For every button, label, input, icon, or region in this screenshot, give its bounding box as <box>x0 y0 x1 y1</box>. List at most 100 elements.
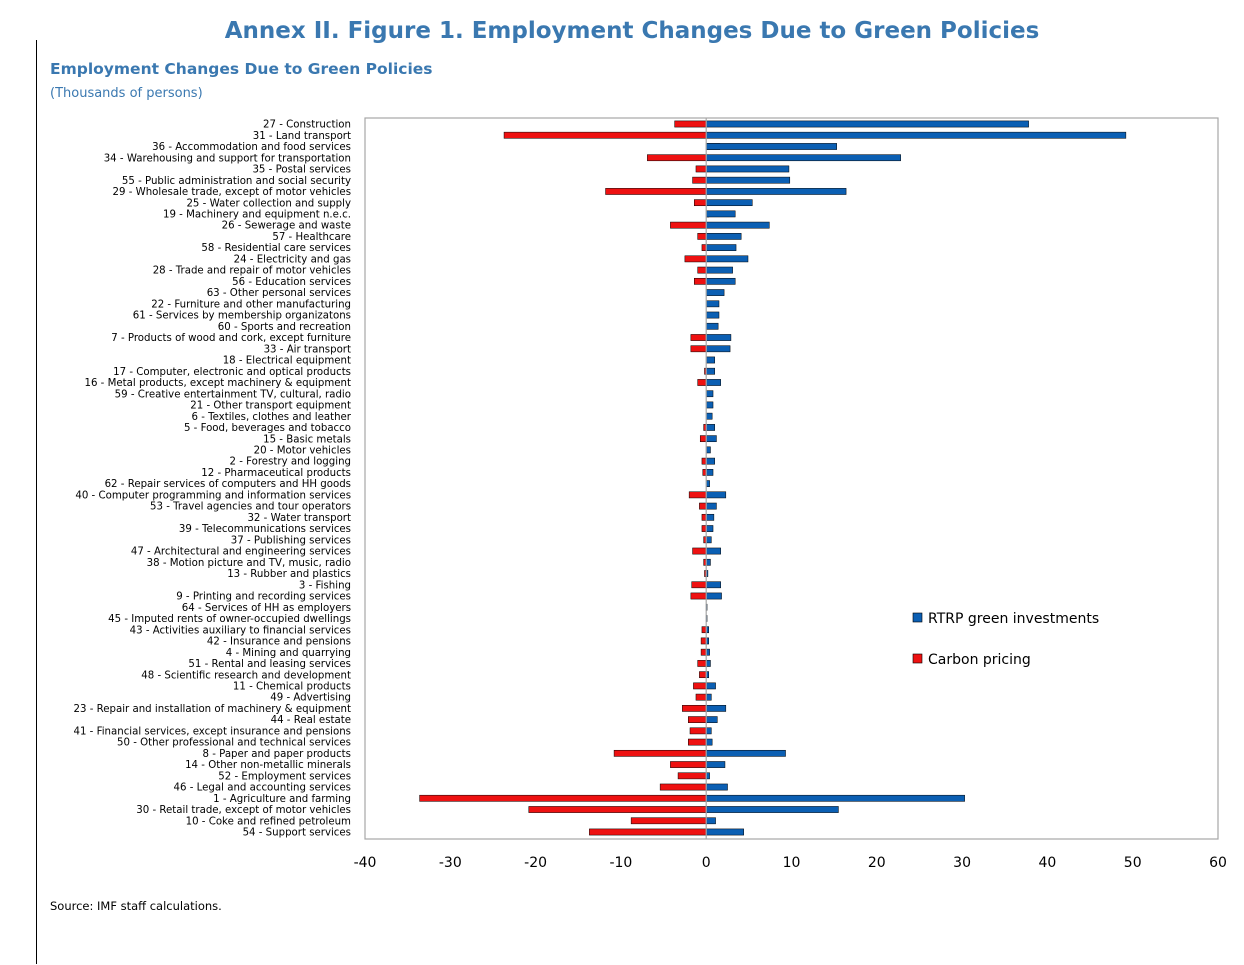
rtrp-bar <box>705 705 727 712</box>
category-label: 44 - Real estate <box>271 715 351 726</box>
carbon-pricing-bar <box>695 165 707 173</box>
rtrp-bar <box>705 525 714 532</box>
category-label: 34 - Warehousing and support for transpo… <box>104 153 351 164</box>
x-tick-label: -10 <box>609 855 632 871</box>
category-label: 60 - Sports and recreation <box>218 322 351 333</box>
carbon-pricing-bar <box>692 547 707 555</box>
category-label: 10 - Coke and refined petroleum <box>186 816 351 827</box>
carbon-pricing-bar <box>699 671 707 679</box>
category-label: 31 - Land transport <box>253 131 351 142</box>
carbon-pricing-bar <box>630 817 707 825</box>
carbon-pricing-bar <box>647 154 707 162</box>
carbon-pricing-bar <box>605 188 707 195</box>
category-label: 62 - Repair services of computers and HH… <box>105 479 351 490</box>
rtrp-bar <box>705 199 753 207</box>
rtrp-bar <box>705 322 719 330</box>
rtrp-bar <box>705 165 790 173</box>
rtrp-bar <box>705 457 715 465</box>
rtrp-bar <box>705 794 965 802</box>
carbon-pricing-bar <box>670 761 707 768</box>
rtrp-bar <box>705 693 712 701</box>
category-label: 54 - Support services <box>243 828 351 839</box>
category-label: 16 - Metal products, except machinery & … <box>84 378 351 389</box>
carbon-pricing-bar <box>690 592 707 600</box>
category-label: 18 - Electrical equipment <box>223 356 351 367</box>
carbon-pricing-bar <box>699 502 707 510</box>
x-tick-label: 0 <box>702 855 711 871</box>
category-label: 20 - Motor vehicles <box>254 446 351 457</box>
rtrp-bar <box>705 390 714 398</box>
rtrp-bar <box>705 210 736 218</box>
rtrp-bar <box>705 300 720 308</box>
rtrp-bar <box>705 131 1127 139</box>
category-label: 50 - Other professional and technical se… <box>117 738 351 749</box>
category-label: 38 - Motion picture and TV, music, radio <box>147 558 351 569</box>
rtrp-bar <box>705 682 716 690</box>
rtrp-bar <box>705 435 717 443</box>
carbon-pricing-bar <box>693 682 707 690</box>
rtrp-bar <box>705 761 726 768</box>
figure-frame <box>36 40 1244 964</box>
carbon-pricing-bar <box>699 435 707 443</box>
carbon-pricing-bar <box>670 221 707 229</box>
rtrp-bar <box>705 233 742 240</box>
carbon-pricing-bar <box>690 345 707 353</box>
rtrp-bars <box>705 120 1127 836</box>
carbon-pricing-bar <box>697 233 707 240</box>
carbon-pricing-bar <box>697 266 707 274</box>
rtrp-bar <box>705 289 725 296</box>
category-label: 63 - Other personal services <box>207 288 351 299</box>
category-label: 26 - Sewerage and waste <box>222 221 351 232</box>
carbon-pricing-bar <box>503 131 707 139</box>
rtrp-bar <box>705 176 791 184</box>
figure-heading: Annex II. Figure 1. Employment Changes D… <box>224 18 1040 44</box>
category-label: 22 - Furniture and other manufacturing <box>151 299 351 310</box>
plot-area <box>364 117 1219 840</box>
rtrp-bar <box>705 367 715 375</box>
rtrp-bar <box>705 592 722 600</box>
category-label: 35 - Postal services <box>252 165 351 176</box>
category-label: 55 - Public administration and social se… <box>122 176 351 187</box>
category-label: 23 - Repair and installation of machiner… <box>74 704 351 715</box>
category-label: 27 - Construction <box>263 120 351 131</box>
category-label: 39 - Telecommunications services <box>179 524 351 535</box>
carbon-pricing-bar <box>688 716 707 723</box>
carbon-pricing-bar <box>701 513 707 521</box>
carbon-pricing-bar <box>688 491 707 499</box>
category-label: 37 - Publishing services <box>231 535 351 546</box>
rtrp-bar <box>705 558 711 566</box>
category-label: 4 - Mining and quarrying <box>226 648 351 659</box>
rtrp-bar <box>705 143 837 150</box>
rtrp-bar <box>705 491 727 499</box>
x-tick-label: -30 <box>439 855 462 871</box>
carbon-pricing-bar <box>682 705 707 712</box>
rtrp-bar <box>705 311 720 319</box>
category-label: 24 - Electricity and gas <box>234 254 351 265</box>
carbon-pricing-bar <box>695 693 707 701</box>
rtrp-bar <box>705 424 715 431</box>
chart-subtitle: (Thousands of persons) <box>50 86 203 101</box>
carbon-pricing-bar <box>691 581 707 589</box>
rtrp-bar <box>705 716 718 723</box>
category-label: 52 - Employment services <box>218 771 351 782</box>
x-axis-ticks: -40 -30 -20 -10 0 10 20 30 40 50 60 <box>354 855 1227 871</box>
category-label: 42 - Insurance and pensions <box>207 637 351 648</box>
category-label: 30 - Retail trade, except of motor vehic… <box>136 805 351 816</box>
category-label: 32 - Water transport <box>247 513 351 524</box>
x-tick-label: 30 <box>953 855 971 871</box>
carbon-pricing-bar <box>688 738 707 746</box>
carbon-pricing-bar <box>701 457 707 465</box>
category-label: 36 - Accommodation and food services <box>152 142 351 153</box>
category-label: 56 - Education services <box>232 277 351 288</box>
category-label: 8 - Paper and paper products <box>203 749 352 760</box>
carbon-pricing-bars <box>419 120 721 836</box>
rtrp-bar <box>705 154 901 162</box>
category-label: 45 - Imputed rents of owner-occupied dwe… <box>108 614 351 625</box>
carbon-pricing-bar <box>701 525 707 532</box>
legend-label-carbon: Carbon pricing <box>928 652 1031 668</box>
category-label: 61 - Services by membership organizatons <box>133 311 351 322</box>
x-tick-label: 40 <box>1038 855 1056 871</box>
rtrp-bar <box>705 356 715 364</box>
rtrp-bar <box>705 334 732 341</box>
